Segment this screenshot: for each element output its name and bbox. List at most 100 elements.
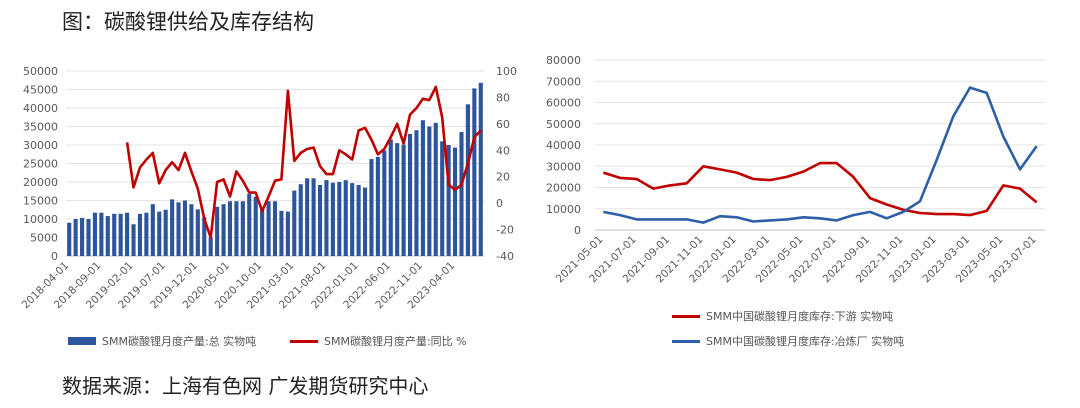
y-tick-label-right: 100 xyxy=(496,65,517,78)
bar xyxy=(311,178,316,256)
bar xyxy=(137,213,143,256)
y-tick-label: 50000 xyxy=(546,118,581,131)
bar xyxy=(395,143,400,256)
bar xyxy=(176,202,181,256)
y-tick-label-right: -20 xyxy=(496,224,514,237)
bar xyxy=(157,211,162,256)
bar xyxy=(382,150,387,256)
legend-production-total: SMM碳酸锂月度产量:总 实物吨 xyxy=(68,333,256,349)
bar xyxy=(67,222,72,256)
production-chart: 0 5000 10000 15000 20000 25000 30000 35000 40000… xyxy=(20,65,517,311)
legend-inventory-downstream: SMM中国碳酸锂月度库存:下游 实物吨 xyxy=(672,308,893,324)
y-tick-label: 10000 xyxy=(546,203,581,216)
y-tick-label-left: 50000 xyxy=(23,65,58,78)
y-tick-label-right: 20 xyxy=(496,171,510,184)
bar xyxy=(478,82,483,256)
y-tick-label-left: 20000 xyxy=(23,176,58,189)
y-tick-label-left: 5000 xyxy=(30,232,58,245)
bar xyxy=(195,209,200,256)
y-tick-label-right: 0 xyxy=(496,197,503,210)
bar xyxy=(80,217,85,256)
bar xyxy=(247,193,252,256)
y-tick-label-right: 60 xyxy=(496,118,510,131)
bar xyxy=(266,201,271,256)
bar xyxy=(182,200,188,256)
legend-line-swatch xyxy=(672,314,700,318)
bar xyxy=(375,156,380,256)
bar xyxy=(285,211,290,256)
yoy-line xyxy=(125,85,482,239)
bar xyxy=(440,141,445,256)
legend-line-swatch xyxy=(290,339,318,343)
bar xyxy=(414,130,419,256)
bar xyxy=(343,180,348,256)
y-tick-label: 30000 xyxy=(546,160,581,173)
bar xyxy=(324,180,329,256)
legend-label: SMM中国碳酸锂月度库存:下游 实物吨 xyxy=(706,310,894,323)
legend-bar-swatch xyxy=(68,337,96,345)
bar xyxy=(459,132,464,256)
bar xyxy=(472,88,477,256)
bar xyxy=(401,145,406,256)
y-tick-label-left: 40000 xyxy=(23,102,58,115)
bar xyxy=(144,212,149,256)
bar xyxy=(240,201,245,256)
bar xyxy=(234,201,239,256)
bar xyxy=(272,201,278,256)
bar xyxy=(163,209,168,256)
bar xyxy=(170,199,175,256)
legend-production-yoy: SMM碳酸锂月度产量:同比 % xyxy=(290,333,467,349)
inventory-chart: 0 10000 20000 30000 40000 50000 60000 70000 8000… xyxy=(546,54,1045,285)
y-tick-label: 80000 xyxy=(546,54,581,67)
figure-title: 图：碳酸锂供给及库存结构 xyxy=(62,10,314,34)
bar xyxy=(253,196,258,256)
bar xyxy=(118,213,123,256)
y-tick-label-left: 0 xyxy=(51,250,58,263)
y-tick-label: 40000 xyxy=(546,139,581,152)
bar xyxy=(446,145,451,256)
bar xyxy=(99,212,104,256)
bar xyxy=(407,133,413,256)
bar xyxy=(112,213,117,256)
bar xyxy=(298,184,303,256)
y-tick-label-left: 35000 xyxy=(23,121,58,134)
bar xyxy=(279,210,284,256)
bar xyxy=(215,206,220,256)
bar xyxy=(350,183,355,256)
y-tick-label-left: 45000 xyxy=(23,84,58,97)
bar xyxy=(337,182,342,256)
y-tick-label-right: 40 xyxy=(496,144,510,157)
bar xyxy=(125,212,130,256)
legend-label: SMM中国碳酸锂月度库存:冶炼厂 实物吨 xyxy=(706,335,905,348)
bar xyxy=(131,224,136,256)
bar xyxy=(420,120,425,257)
bar xyxy=(150,204,155,256)
bar xyxy=(92,212,97,256)
y-tick-label: 0 xyxy=(574,224,581,237)
y-tick-label-left: 30000 xyxy=(23,139,58,152)
bar xyxy=(369,159,374,256)
bar xyxy=(202,217,207,256)
bar xyxy=(317,184,323,256)
bar xyxy=(292,190,297,256)
bar xyxy=(356,184,361,256)
bar xyxy=(433,122,438,256)
y-tick-label-left: 25000 xyxy=(23,158,58,171)
bar xyxy=(260,207,265,256)
legend-label: SMM碳酸锂月度产量:同比 % xyxy=(324,335,467,348)
bar xyxy=(330,182,335,256)
y-tick-label: 20000 xyxy=(546,182,581,195)
y-tick-label-left: 10000 xyxy=(23,213,58,226)
legend-inventory-smelter: SMM中国碳酸锂月度库存:冶炼厂 实物吨 xyxy=(672,333,904,349)
y-tick-label-left: 15000 xyxy=(23,195,58,208)
smelter-inventory-line xyxy=(603,86,1038,224)
downstream-inventory-line xyxy=(602,161,1038,217)
y-tick-label-right: 80 xyxy=(496,91,510,104)
y-tick-label: 60000 xyxy=(546,97,581,110)
bar xyxy=(86,219,91,256)
bar xyxy=(388,139,393,256)
bar xyxy=(427,126,432,256)
bar xyxy=(227,201,233,256)
bar xyxy=(453,147,458,256)
bar xyxy=(189,204,194,256)
